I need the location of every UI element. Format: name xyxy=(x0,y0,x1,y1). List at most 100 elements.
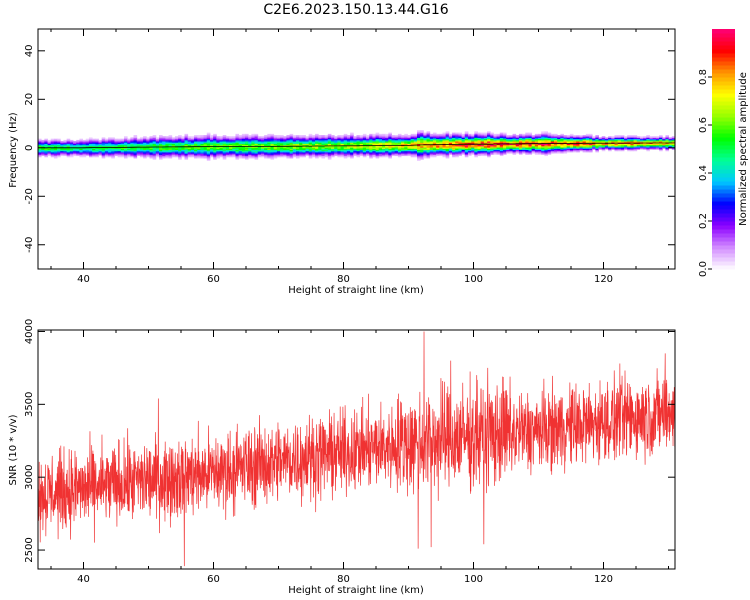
spectrogram-cell xyxy=(442,148,447,150)
spectrogram-cell xyxy=(620,136,625,138)
spectrogram-cell xyxy=(146,144,150,147)
spectrogram-cell xyxy=(321,138,326,141)
spectrogram-cell xyxy=(267,138,271,141)
spectrogram-cell xyxy=(159,153,163,155)
spectrogram-cell xyxy=(455,133,459,136)
spectrogram-cell xyxy=(483,153,488,155)
spectrogram-cell xyxy=(270,137,275,140)
spectrogram-cell xyxy=(76,150,80,153)
spectrogram-cell xyxy=(617,147,622,149)
spectrogram-cell xyxy=(633,135,638,137)
spectrogram-cell xyxy=(662,141,666,143)
spectrogram-cell xyxy=(515,150,520,153)
spectrogram-cell xyxy=(518,142,523,144)
spectrogram-cell xyxy=(248,139,252,142)
spectrogram-cell xyxy=(251,143,255,146)
spectrogram-cell xyxy=(426,144,431,147)
spectrogram-cell xyxy=(178,148,182,150)
spectrogram-cell xyxy=(260,139,265,142)
spectrogram-cell xyxy=(579,145,584,148)
spectrogram-cell xyxy=(50,145,55,148)
spectrogram-cell xyxy=(321,149,326,152)
spectrogram-cell xyxy=(187,137,192,140)
spectrogram-cell xyxy=(636,136,641,138)
spectrogram-cell xyxy=(515,135,520,137)
spectrogram-cell xyxy=(264,150,268,153)
spectrogram-cell xyxy=(139,144,144,147)
spectrogram-cell xyxy=(194,144,198,147)
spectrogram-cell xyxy=(589,150,593,153)
spectrogram-cell xyxy=(130,147,134,149)
spectrogram-cell xyxy=(394,154,399,157)
spectrogram-cell xyxy=(372,139,377,142)
spectrogram-cell xyxy=(159,158,163,160)
spectrogram-cell xyxy=(305,143,310,146)
spectrogram-cell xyxy=(133,153,138,155)
spectrogram-cell xyxy=(124,150,128,153)
spectrogram-cell xyxy=(292,152,297,154)
spectrogram-cell xyxy=(149,148,154,150)
spectrogram-cell xyxy=(346,155,351,158)
colorbar-segment xyxy=(712,137,735,142)
spectrogram-cell xyxy=(235,156,240,159)
spectrogram-cell xyxy=(308,145,313,148)
spectrogram-cell xyxy=(38,139,42,142)
spectrogram-cell xyxy=(159,138,163,141)
spectrogram-cell xyxy=(630,139,634,142)
spectrogram-cell xyxy=(528,139,533,142)
spectrogram-cell xyxy=(308,141,313,143)
spectrogram-cell xyxy=(655,138,660,141)
spectrogram-cell xyxy=(280,145,284,148)
spectrogram-cell xyxy=(88,152,93,154)
spectrogram-cell xyxy=(598,144,603,147)
spectrogram-cell xyxy=(95,150,99,153)
spectrogram-cell xyxy=(216,150,220,153)
spectrogram-cell xyxy=(213,141,217,143)
spectrogram-cell xyxy=(184,153,189,155)
spectrogram-cell xyxy=(178,155,182,158)
spectrogram-cell xyxy=(343,156,348,159)
spectrogram-cell xyxy=(133,155,138,158)
spectrogram-cell xyxy=(168,152,173,154)
colorbar-segment xyxy=(712,133,735,138)
spectrogram-cell xyxy=(569,143,574,146)
spectrogram-cell xyxy=(512,135,517,137)
spectrogram-cell xyxy=(216,156,220,159)
spectrogram-cell xyxy=(388,156,392,159)
spectrogram-cell xyxy=(483,145,488,148)
spectrogram-cell xyxy=(353,136,357,138)
spectrogram-cell xyxy=(417,152,421,154)
spectrogram-cell xyxy=(168,136,173,138)
spectrogram-cell xyxy=(209,136,214,138)
spectrogram-cell xyxy=(541,152,545,154)
spectrogram-cell xyxy=(327,142,332,144)
spectrogram-cell xyxy=(343,143,348,146)
spectrogram-cell xyxy=(184,138,189,141)
spectrogram-cell xyxy=(88,141,93,143)
spectrogram-cell xyxy=(362,155,367,158)
spectrogram-cell xyxy=(531,135,536,137)
spectrogram-cell xyxy=(493,144,498,147)
spectrogram-cell xyxy=(499,135,504,137)
spectrogram-cell xyxy=(452,148,456,150)
spectrogram-cell xyxy=(662,143,666,146)
spectrogram-cell xyxy=(366,148,370,150)
spectrogram-cell xyxy=(219,152,224,154)
spectrogram-cell xyxy=(216,148,220,150)
spectrogram-cell xyxy=(547,147,552,149)
spectrogram-cell xyxy=(611,137,615,140)
spectrogram-cell xyxy=(461,149,466,152)
spectrogram-cell xyxy=(490,136,494,138)
spectrogram-cell xyxy=(452,138,456,141)
spectrogram-cell xyxy=(238,135,243,137)
spectrogram-cell xyxy=(130,154,134,157)
spectrogram-cell xyxy=(487,133,491,136)
spectrogram-cell xyxy=(108,153,112,155)
spectrogram-cell xyxy=(579,148,584,150)
spectrogram-cell xyxy=(219,148,224,150)
spectrogram-cell xyxy=(264,138,268,141)
spectrogram-cell xyxy=(471,145,475,148)
spectrogram-cell xyxy=(127,144,131,147)
spectrogram-cell xyxy=(124,153,128,155)
spectrogram-cell xyxy=(417,153,421,155)
